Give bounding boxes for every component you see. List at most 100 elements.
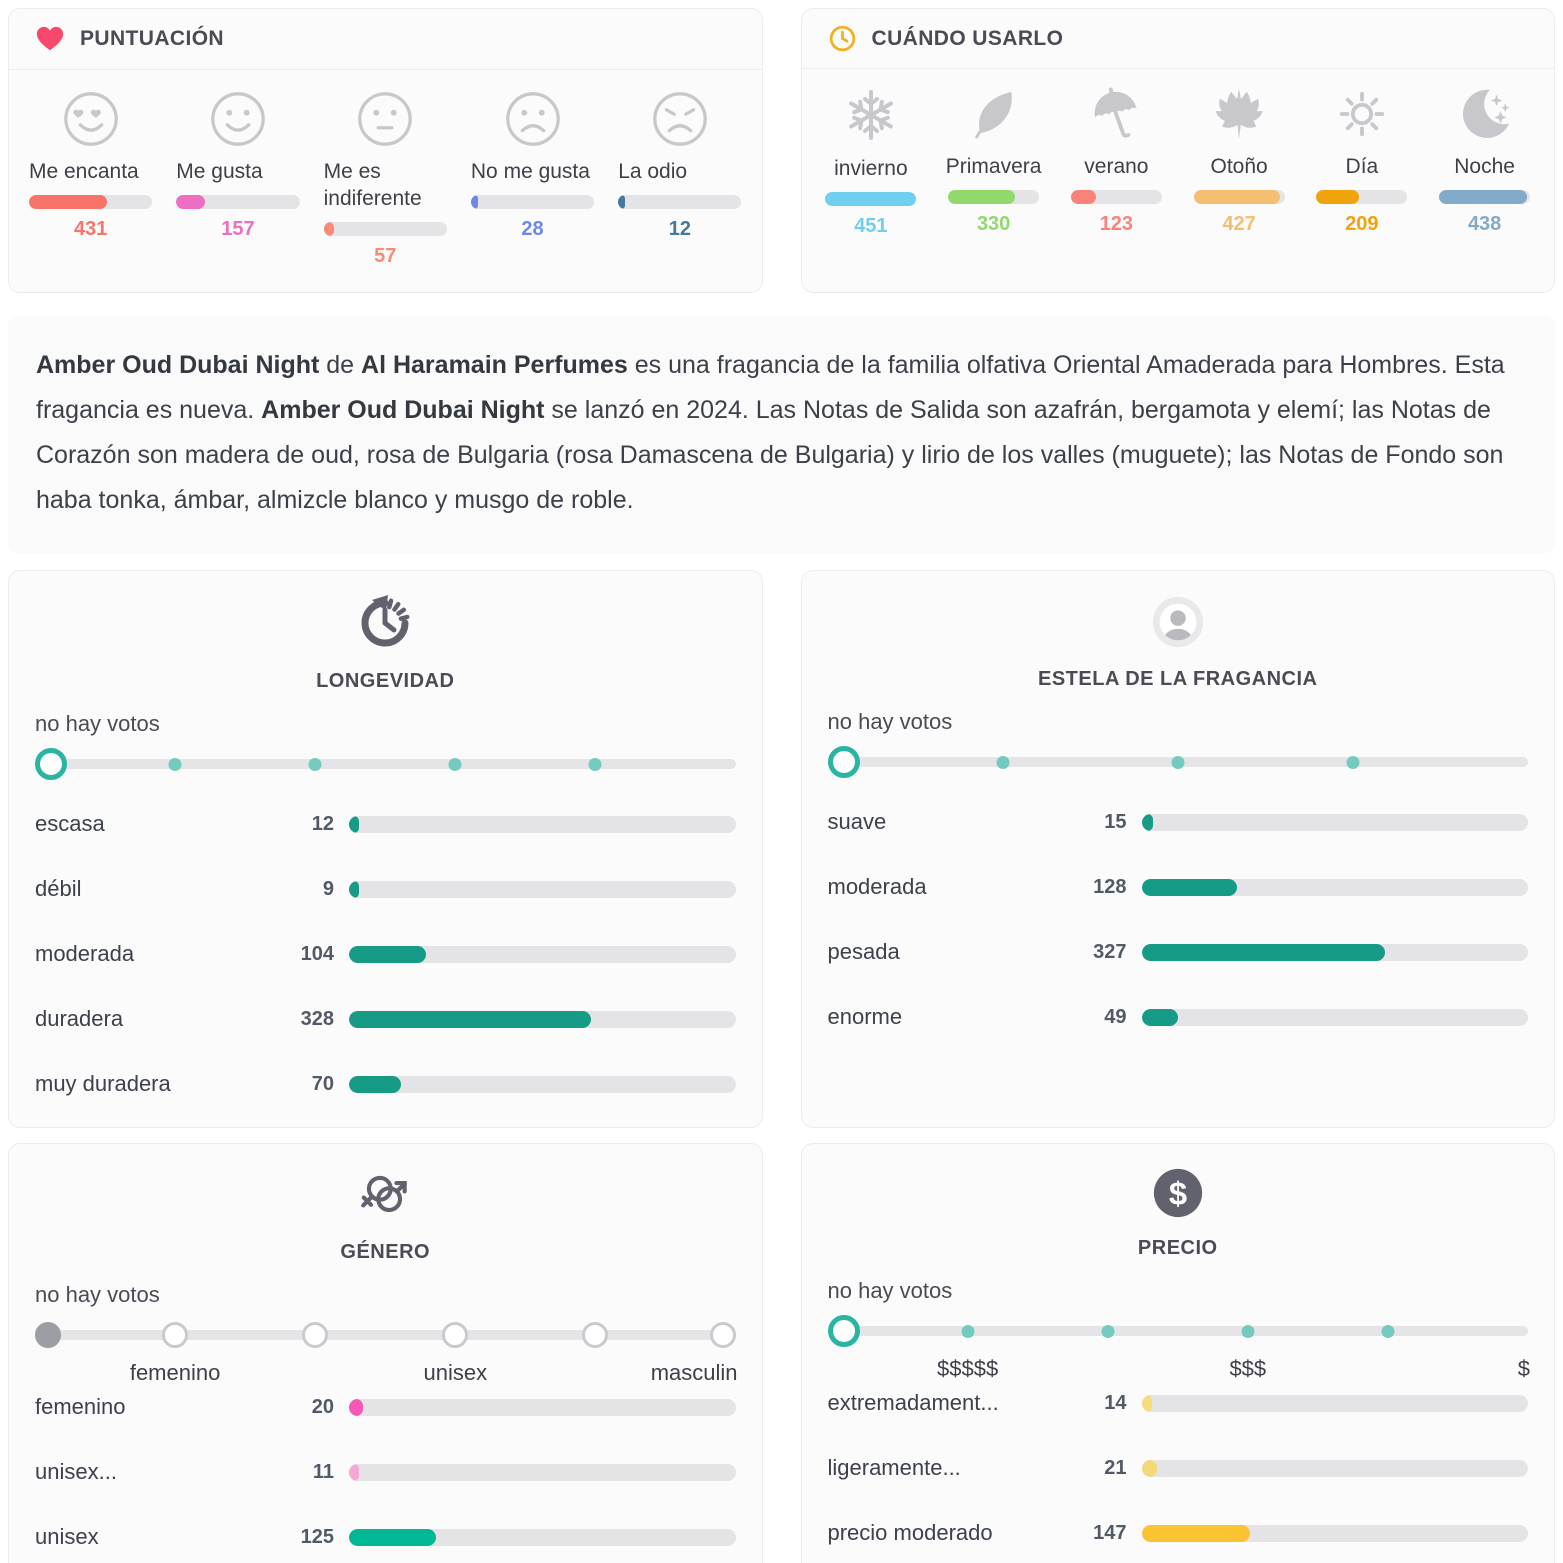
sun-icon [1335, 87, 1389, 141]
vote-row-label: extremadament... [827, 1390, 999, 1415]
season-option-bar [825, 192, 917, 206]
season-option-noche[interactable]: Noche 438 [1435, 87, 1534, 238]
vote-row-bar [349, 1075, 736, 1093]
slider-step-dot [996, 756, 1010, 769]
axis-label: $$$ [1229, 1356, 1267, 1381]
season-option-bar [1070, 190, 1162, 204]
sillage-avatar-icon [1149, 593, 1207, 651]
season-option-bar [1439, 190, 1531, 204]
score-option-me-encanta[interactable]: Me encanta 431 [29, 88, 153, 268]
longevidad-vote-slider[interactable] [35, 745, 736, 783]
precio-no-votes-label: no hay votos [827, 1278, 953, 1303]
clock-icon [828, 24, 857, 53]
slider-step-ring[interactable] [442, 1322, 469, 1348]
stats-panels: LONGEVIDAD no hay votos escasa 12 débil 9 mode… [8, 570, 1555, 1563]
vote-row-bar [349, 945, 736, 963]
vote-row-label: ligeramente... [827, 1455, 961, 1480]
score-option-count: 157 [221, 218, 255, 240]
season-option-count: 209 [1345, 213, 1379, 235]
vote-row: moderada 128 [828, 874, 1528, 900]
slider-step-ring[interactable] [35, 1322, 61, 1348]
slider-handle[interactable] [827, 1315, 860, 1347]
vote-row-count: 21 [1104, 1456, 1127, 1479]
score-option-bar [470, 195, 595, 209]
slider-step-ring[interactable] [582, 1322, 609, 1348]
season-option-label: Día [1345, 155, 1379, 178]
moon-icon [1458, 87, 1512, 141]
precio-rows: extremadament... 14 ligeramente... 21 precio… [827, 1390, 1528, 1563]
axis-label: unisex [423, 1360, 488, 1385]
smile-emoji-icon [207, 88, 269, 150]
slider-handle[interactable] [35, 748, 67, 780]
vote-row-bar [1141, 1394, 1528, 1412]
vote-row-bar [349, 1010, 736, 1028]
score-option-label: No me gusta [470, 160, 590, 183]
vote-row-count: 14 [1104, 1391, 1127, 1414]
estela-no-votes-label: no hay votos [827, 709, 953, 734]
slider-step-dot [1381, 1325, 1395, 1338]
love-emoji-icon [60, 88, 122, 150]
score-option-count: 431 [73, 218, 108, 240]
precio-title: PRECIO [1137, 1237, 1218, 1259]
slider-step-dot [308, 758, 322, 771]
vote-row: femenino 20 [35, 1394, 736, 1420]
slider-step-dot [961, 1325, 975, 1338]
slider-track [35, 1330, 736, 1340]
score-option-label: Me es indiferente [323, 160, 422, 210]
description-bold-text: Al Haramain Perfumes [361, 351, 628, 379]
score-option-count: 57 [374, 245, 397, 267]
vote-row-label: precio moderado [827, 1520, 993, 1545]
estela-vote-slider[interactable] [827, 743, 1528, 781]
vote-row: débil 9 [35, 876, 736, 902]
season-option-dia[interactable]: Día 209 [1313, 87, 1412, 238]
season-option-otono[interactable]: Otoño 427 [1190, 87, 1289, 238]
slider-step-ring[interactable] [302, 1322, 329, 1348]
season-option-invierno[interactable]: invierno 451 [822, 87, 921, 238]
score-option-la-odio[interactable]: La odio 12 [618, 88, 742, 268]
vote-row: precio moderado 147 [827, 1520, 1528, 1546]
season-option-label: Primavera [945, 155, 1042, 178]
vote-row-count: 15 [1104, 810, 1127, 833]
season-option-bar [1193, 190, 1285, 204]
vote-row-bar [1141, 1008, 1528, 1026]
beach-umbrella-icon [1089, 87, 1143, 141]
gender-symbols-icon [356, 1166, 414, 1224]
axis-label: masculin [650, 1360, 738, 1385]
slider-step-ring[interactable] [709, 1322, 736, 1348]
slider-step-dot [588, 758, 602, 771]
vote-row-count: 49 [1104, 1005, 1127, 1028]
score-option-me-gusta[interactable]: Me gusta 157 [176, 88, 300, 268]
vote-row-bar [1141, 1524, 1528, 1542]
season-option-bar [948, 190, 1040, 204]
vote-row: escasa 12 [35, 811, 736, 837]
snowflake-icon [843, 87, 899, 143]
precio-vote-slider[interactable] [827, 1312, 1528, 1350]
description-bold-text: Amber Oud Dubai Night [36, 351, 320, 379]
score-option-bar [29, 195, 153, 209]
description-text: es una fragancia de la familia olfativa … [36, 351, 1505, 424]
season-option-verano[interactable]: verano 123 [1067, 87, 1166, 238]
vote-row-count: 147 [1093, 1521, 1127, 1544]
vote-row-count: 125 [300, 1525, 334, 1548]
slider-step-ring[interactable] [162, 1322, 189, 1348]
season-option-bar [1316, 190, 1408, 204]
season-option-label: Noche [1454, 155, 1515, 178]
leaf-icon [967, 87, 1021, 141]
score-option-indiferente[interactable]: Me es indiferente 57 [323, 88, 447, 268]
season-option-primavera[interactable]: Primavera 330 [944, 87, 1043, 238]
season-option-count: 427 [1222, 213, 1256, 235]
score-option-label: Me encanta [29, 160, 139, 183]
vote-row-bar [1141, 878, 1528, 896]
dollar-icon: $ [1151, 1166, 1205, 1220]
vote-row-label: escasa [35, 811, 105, 836]
genero-vote-slider[interactable] [35, 1316, 736, 1354]
score-option-no-me-gusta[interactable]: No me gusta 28 [470, 88, 595, 268]
season-option-label: verano [1084, 155, 1149, 178]
genero-card: GÉNERO no hay votos femenino unisex masculin… [8, 1143, 763, 1563]
genero-title: GÉNERO [340, 1241, 431, 1263]
slider-handle[interactable] [827, 746, 860, 778]
genero-no-votes-label: no hay votos [35, 1282, 160, 1307]
axis-label: $ [1517, 1356, 1530, 1381]
vote-row-bar [349, 815, 736, 833]
vote-row-label: muy duradera [35, 1071, 171, 1096]
